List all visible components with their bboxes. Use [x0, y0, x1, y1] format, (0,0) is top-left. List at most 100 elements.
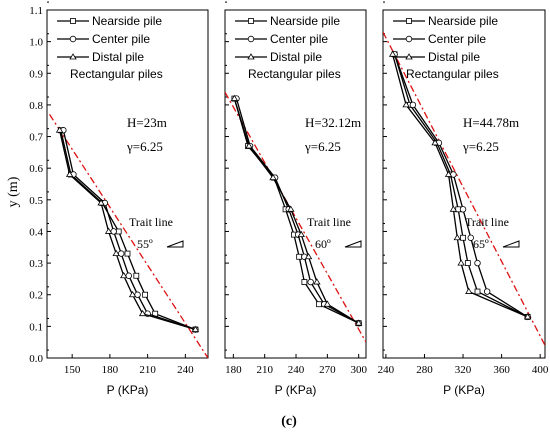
y-tick-label: 0.6 — [29, 163, 43, 175]
legend-marker — [248, 18, 254, 24]
y-tick-label: 0.8 — [29, 100, 43, 112]
legend-marker — [247, 53, 255, 60]
legend: Nearside pile Center pile Distal pile — [235, 14, 340, 64]
plot-frame — [224, 9, 367, 359]
angle-label: 55º — [137, 237, 153, 251]
data-point — [104, 227, 113, 234]
x-tick-label: 240 — [288, 364, 305, 376]
series-3 — [230, 94, 363, 326]
x-tick-label: 360 — [493, 364, 510, 376]
data-point — [133, 272, 140, 279]
data-point — [65, 170, 74, 177]
legend-label: Distal pile — [270, 50, 322, 64]
series-line — [233, 98, 359, 324]
series-line — [62, 130, 196, 331]
data-point — [402, 101, 410, 108]
x-tick-label: 270 — [319, 364, 336, 376]
legend-label: Nearside pile — [270, 14, 340, 28]
legend-label: Nearside pile — [428, 14, 498, 28]
y-tick-label: 0.7 — [29, 132, 43, 144]
series-1 — [231, 95, 362, 327]
legend-label: Distal pile — [92, 50, 144, 64]
legend-label: Center pile — [428, 32, 486, 46]
data-point — [313, 278, 321, 285]
x-axis-label: P (KPa) — [107, 383, 149, 397]
series-line — [391, 54, 528, 318]
legend: Nearside pile Center pile Distal pile — [393, 14, 498, 64]
data-point — [115, 228, 122, 235]
y-tick-label: 0.1 — [29, 321, 43, 333]
legend-label: Nearside pile — [92, 14, 162, 28]
data-point — [301, 279, 308, 285]
x-tick-label: 280 — [416, 364, 433, 376]
legend-marker — [247, 35, 255, 43]
data-point — [307, 278, 314, 286]
data-point — [464, 260, 471, 266]
legend-marker — [69, 53, 77, 60]
series-line — [235, 98, 360, 324]
legend-marker — [70, 18, 76, 24]
data-point — [296, 253, 303, 260]
data-point — [124, 250, 131, 257]
series-line — [393, 54, 528, 318]
data-point — [453, 234, 461, 241]
data-point — [323, 300, 332, 307]
x-tick-label: 210 — [256, 364, 273, 376]
data-point — [297, 230, 305, 238]
angle-icon — [166, 240, 184, 248]
data-point — [97, 199, 105, 206]
legend-marker — [406, 18, 412, 24]
data-point — [191, 325, 200, 332]
x-axis-label: P (KPa) — [443, 383, 485, 397]
series-1 — [391, 51, 531, 320]
x-tick-label: 300 — [350, 364, 367, 376]
data-point — [460, 234, 466, 241]
trait-line-label: Trait line — [307, 215, 351, 229]
height-annotation: H=44.78m — [463, 115, 519, 130]
height-annotation: H=23m — [127, 115, 167, 130]
series-line — [58, 130, 196, 331]
legend-label: Distal pile — [428, 50, 480, 64]
data-point — [304, 252, 313, 260]
series-2 — [233, 95, 362, 327]
gamma-annotation: γ=6.25 — [462, 139, 499, 154]
y-tick-label: 0.0 — [29, 353, 43, 365]
legend-label: Center pile — [92, 32, 150, 46]
y-tick-label: 0.4 — [29, 226, 43, 238]
y-tick-label: 0.3 — [29, 258, 43, 270]
plot-frame — [46, 9, 209, 359]
x-tick-label: 180 — [102, 364, 119, 376]
data-point — [457, 259, 465, 266]
figure-caption: (c) — [281, 414, 297, 429]
x-tick-label: 180 — [225, 364, 242, 376]
height-annotation: H=32.12m — [305, 115, 361, 130]
trait-line — [383, 31, 545, 346]
panels-group: 0.0 0.1 0.2 0.3 0.4 0.5 0.6 0.7 0.8 0.9 1.0 1.1 150 1… — [29, 1, 549, 397]
x-axis-label: P (KPa) — [275, 383, 317, 397]
data-point — [120, 271, 128, 279]
data-point — [230, 94, 239, 101]
x-tick-label: 210 — [139, 364, 156, 376]
data-point — [316, 301, 322, 308]
data-point — [459, 206, 467, 213]
data-point — [523, 313, 532, 320]
y-axis-label: y (m) — [6, 176, 21, 207]
trait-line-label: Trait line — [465, 215, 509, 229]
data-point — [138, 309, 147, 317]
series-1 — [57, 127, 199, 333]
gamma-annotation: γ=6.25 — [304, 139, 341, 154]
trait-line — [225, 91, 366, 343]
gamma-annotation: γ=6.25 — [126, 139, 163, 154]
panel-subtitle: Rectangular piles — [248, 67, 341, 81]
legend-marker — [405, 35, 413, 43]
series-line — [60, 130, 196, 331]
series-3 — [55, 126, 200, 332]
data-point — [483, 288, 491, 295]
panel-2: 180 210 240 270 300 P (KPa) Nearside pile Cente… — [224, 1, 367, 397]
y-tick-label: 0.9 — [29, 68, 43, 80]
plot-frame — [382, 9, 546, 359]
angle-icon — [502, 240, 520, 248]
trait-line — [48, 114, 208, 358]
panel-subtitle: Rectangular piles — [70, 67, 163, 81]
data-point — [474, 259, 481, 267]
